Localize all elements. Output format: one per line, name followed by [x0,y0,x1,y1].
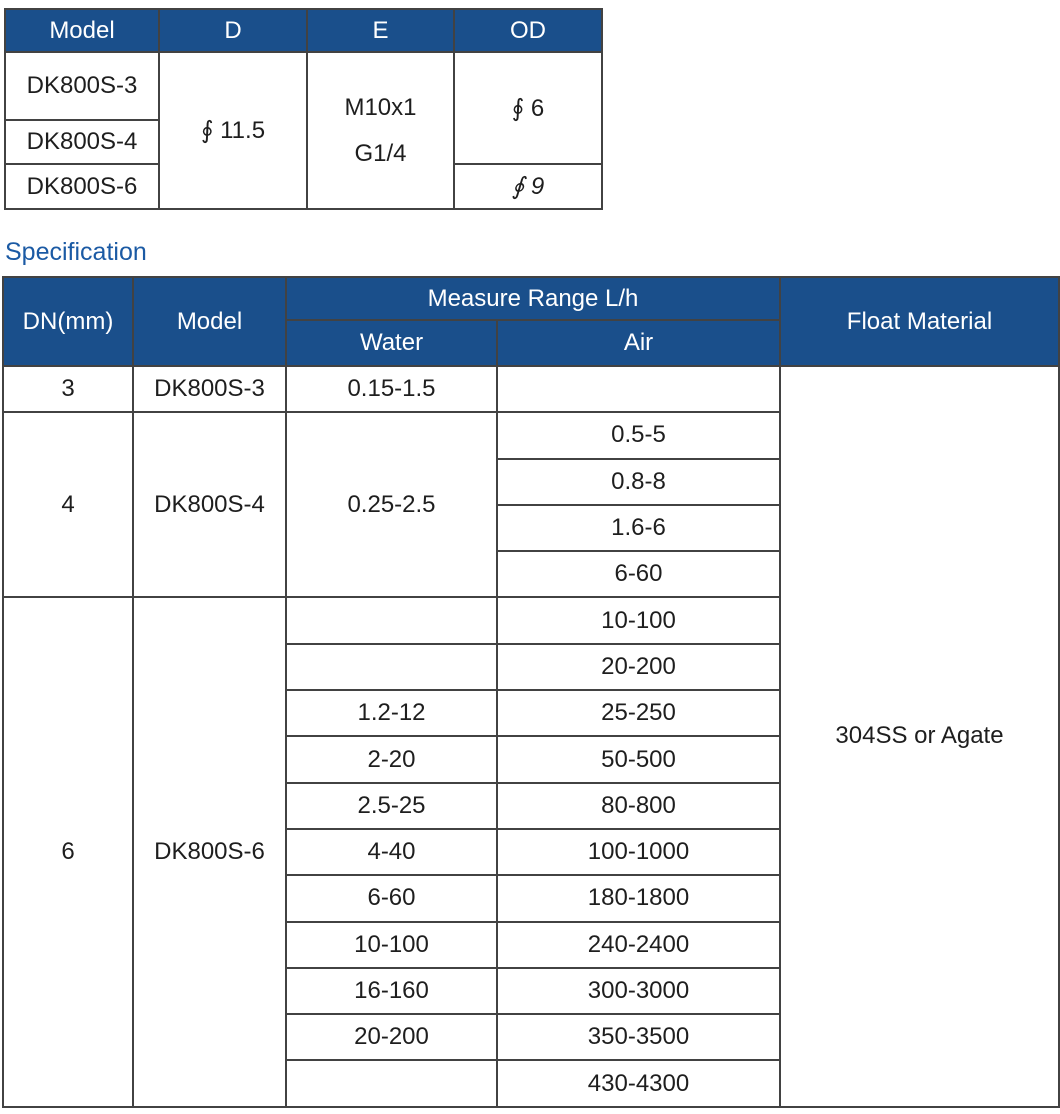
column-header-dn: DN(mm) [2,276,134,367]
table-row: 20-200 [3,642,1059,692]
air-range-cell: 300-3000 [496,966,781,1016]
air-range-cell: 25-250 [496,689,781,738]
air-range-cell: 6-60 [496,550,781,599]
column-header-water: Water [285,319,498,367]
model-cell: DK800S-3 [132,364,287,414]
column-header-measure-range: Measure Range L/h [285,276,781,321]
table-row: 4 DK800S-4 0.25-2.5 0.5-5 [2,411,1059,599]
e-value-line2: G1/4 [354,139,407,167]
water-range-cell: 0.25-2.5 [285,411,498,599]
column-header-air: Air [496,319,781,367]
dimension-table-header-row: Model D E OD [4,8,603,53]
air-range-cell: 20-200 [496,642,781,692]
dimension-table: Model D E OD DK800S-3 ∮ 11.5 M10x1 G1/4 … [4,8,603,210]
spacer [309,120,452,142]
specification-table: DN(mm) Model Measure Range L/h Float Mat… [2,276,1060,1108]
table-row: 4-40 100-1000 [3,827,1059,877]
model-cell: DK800S-4 [132,411,287,599]
water-range-cell: 20-200 [285,1013,498,1062]
air-range-cell: 50-500 [496,735,781,784]
water-range-cell: 6-60 [285,874,498,923]
spec-header-row-1: DN(mm) Model Measure Range L/h Float Mat… [2,276,1060,367]
float-material-cell: 304SS or Agate [779,365,1060,1108]
water-range-cell: 2-20 [285,735,498,784]
table-row: 16-160 300-3000 [3,966,1059,1016]
table-row: 10-100 240-2400 [3,920,1059,969]
water-range-cell [285,642,498,692]
air-range-cell: 240-2400 [496,920,781,969]
d-value-cell: ∮ 11.5 [158,51,308,210]
od-value-cell: ∮ 6 [453,51,603,165]
table-row: 0.8-8 [3,457,1059,506]
e-value-line1: M10x1 [344,93,417,121]
column-header-e: E [306,8,455,53]
dn-cell: 4 [2,411,134,599]
air-range-cell: 0.8-8 [496,457,781,506]
table-row: 1.2-12 25-250 [3,689,1059,738]
air-range-cell: 1.6-6 [496,503,781,553]
model-cell: DK800S-3 [4,51,160,121]
table-row: DK800S-6 ∮ 9 [4,163,603,210]
table-row: DK800S-3 ∮ 11.5 M10x1 G1/4 ∮ 6 [4,51,603,210]
air-range-cell [496,364,781,414]
air-range-cell: 80-800 [496,781,781,830]
water-range-cell [285,1059,498,1108]
column-header-d: D [158,8,308,53]
table-row: 6 DK800S-6 10-100 [2,596,1059,1108]
water-range-cell: 2.5-25 [285,781,498,830]
dn-cell: 3 [2,364,134,414]
model-cell: DK800S-4 [4,119,160,165]
water-range-cell [285,596,498,645]
table-row: 6-60 [3,550,1059,599]
model-cell: DK800S-6 [132,596,287,1108]
air-range-cell: 180-1800 [496,874,781,923]
od-value-cell: ∮ 9 [453,163,603,210]
spec-header-row-2: Water Air [3,319,1059,367]
column-header-model: Model [132,276,287,367]
column-header-model: Model [4,8,160,53]
table-row: DK800S-4 [4,119,602,165]
table-row: 6-60 180-1800 [3,874,1059,923]
air-range-cell: 0.5-5 [496,411,781,460]
water-range-cell: 16-160 [285,966,498,1016]
model-cell: DK800S-6 [4,163,160,210]
air-range-cell: 430-4300 [496,1059,781,1108]
column-header-float-material: Float Material [779,276,1060,367]
water-range-cell: 1.2-12 [285,689,498,738]
e-value-cell: M10x1 G1/4 [306,51,455,210]
air-range-cell: 10-100 [496,596,781,645]
water-range-cell: 4-40 [285,827,498,877]
water-range-cell: 10-100 [285,920,498,969]
dn-cell: 6 [2,596,134,1108]
specification-heading: Specification [5,238,147,266]
table-row: 1.6-6 [3,503,1059,553]
air-range-cell: 100-1000 [496,827,781,877]
table-row: 2-20 50-500 [3,735,1059,784]
column-header-od: OD [453,8,603,53]
table-row: 430-4300 [3,1059,1059,1108]
table-row: 20-200 350-3500 [3,1013,1059,1062]
water-range-cell: 0.15-1.5 [285,364,498,414]
air-range-cell: 350-3500 [496,1013,781,1062]
table-row: 2.5-25 80-800 [3,781,1059,830]
table-row: 3 DK800S-3 0.15-1.5 304SS or Agate [2,364,1060,1108]
